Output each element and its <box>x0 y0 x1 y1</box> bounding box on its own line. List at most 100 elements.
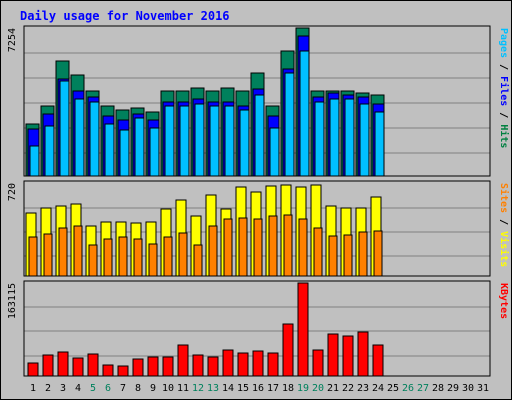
bar-sites-day-24 <box>373 230 383 277</box>
panel-1-max-label: 7254 <box>7 28 18 52</box>
bar-pages-day-2 <box>44 125 55 177</box>
bar-kbytes-day-17 <box>267 352 279 377</box>
bar-kbytes-day-3 <box>57 351 69 377</box>
bar-kbytes-day-22 <box>342 335 354 377</box>
bar-pages-day-24 <box>374 111 385 177</box>
bar-pages-day-21 <box>329 98 340 177</box>
bar-pages-day-23 <box>359 103 370 177</box>
bar-kbytes-day-9 <box>147 356 159 377</box>
bar-kbytes-day-24 <box>372 344 384 377</box>
bar-pages-day-14 <box>224 105 235 177</box>
panel-3-max-label: 163115 <box>7 283 18 319</box>
bar-kbytes-day-7 <box>117 365 129 377</box>
panel-3-legend: KBytes <box>498 283 509 319</box>
x-tick-label-12: 12 <box>192 383 204 394</box>
bar-pages-day-3 <box>59 80 70 177</box>
bar-sites-day-14 <box>223 218 233 277</box>
bar-kbytes-day-16 <box>252 350 264 377</box>
legend-item: / <box>498 106 509 124</box>
bar-pages-day-16 <box>254 94 265 177</box>
bar-sites-day-7 <box>118 236 128 277</box>
x-tick-label-28: 28 <box>432 383 444 394</box>
bar-kbytes-day-2 <box>42 354 54 377</box>
bar-kbytes-day-1 <box>27 362 39 377</box>
bar-sites-day-1 <box>28 236 38 277</box>
bar-kbytes-day-23 <box>357 331 369 377</box>
bar-sites-day-13 <box>208 225 218 277</box>
legend-item: Files <box>498 76 510 106</box>
bar-pages-day-15 <box>239 109 250 177</box>
bar-kbytes-day-13 <box>207 356 219 377</box>
bar-kbytes-day-14 <box>222 349 234 377</box>
bar-sites-day-16 <box>253 218 263 277</box>
x-tick-label-5: 5 <box>90 383 96 394</box>
bar-kbytes-day-4 <box>72 357 84 377</box>
legend-item: Hits <box>498 124 510 148</box>
bar-pages-day-4 <box>74 98 85 177</box>
x-tick-label-26: 26 <box>402 383 414 394</box>
x-tick-label-30: 30 <box>462 383 474 394</box>
legend-item: Sites <box>498 183 510 213</box>
bar-sites-day-17 <box>268 215 278 277</box>
legend-item: / <box>498 58 509 76</box>
x-tick-label-25: 25 <box>387 383 399 394</box>
bar-kbytes-day-21 <box>327 333 339 377</box>
panel-2-border <box>23 180 491 277</box>
panel-1-border <box>23 25 491 177</box>
bar-sites-day-22 <box>343 234 353 277</box>
x-tick-label-15: 15 <box>237 383 249 394</box>
x-tick-label-24: 24 <box>372 383 384 394</box>
bar-kbytes-day-15 <box>237 352 249 377</box>
bar-pages-day-22 <box>344 98 355 177</box>
bar-pages-day-20 <box>314 101 325 177</box>
bar-kbytes-day-19 <box>297 282 309 377</box>
bar-pages-day-10 <box>164 105 175 177</box>
bar-pages-day-7 <box>119 129 130 177</box>
bar-pages-day-5 <box>89 101 100 177</box>
legend-item: / <box>498 213 509 231</box>
x-tick-label-21: 21 <box>327 383 339 394</box>
bar-kbytes-day-18 <box>282 323 294 377</box>
x-tick-label-7: 7 <box>120 383 126 394</box>
bar-sites-day-4 <box>73 225 83 277</box>
bar-pages-day-1 <box>29 145 40 177</box>
bar-pages-day-9 <box>149 127 160 177</box>
bar-sites-day-9 <box>148 243 158 277</box>
x-tick-label-29: 29 <box>447 383 459 394</box>
bar-sites-day-8 <box>133 238 143 277</box>
chart-title: Daily usage for November 2016 <box>20 9 230 23</box>
bar-pages-day-17 <box>269 127 280 177</box>
panel-1-legend: Pages / Files / Hits <box>498 28 510 148</box>
bar-pages-day-6 <box>104 123 115 177</box>
bar-pages-day-11 <box>179 105 190 177</box>
bar-sites-day-10 <box>163 236 173 277</box>
bar-sites-day-20 <box>313 227 323 277</box>
x-tick-label-23: 23 <box>357 383 369 394</box>
x-tick-label-10: 10 <box>162 383 174 394</box>
bar-pages-day-13 <box>209 105 220 177</box>
bar-kbytes-day-6 <box>102 364 114 377</box>
bar-pages-day-18 <box>284 72 295 177</box>
x-tick-label-2: 2 <box>45 383 51 394</box>
bar-sites-day-21 <box>328 235 338 277</box>
bar-sites-day-23 <box>358 231 368 277</box>
x-tick-label-19: 19 <box>297 383 309 394</box>
bar-sites-day-19 <box>298 218 308 277</box>
x-tick-label-8: 8 <box>135 383 141 394</box>
x-tick-label-18: 18 <box>282 383 294 394</box>
bar-sites-day-12 <box>193 244 203 277</box>
bar-sites-day-11 <box>178 232 188 277</box>
x-tick-label-20: 20 <box>312 383 324 394</box>
x-tick-label-17: 17 <box>267 383 279 394</box>
bar-sites-day-3 <box>58 227 68 277</box>
bar-sites-day-15 <box>238 217 248 277</box>
panel-2-legend: Sites / Visits <box>498 183 510 267</box>
x-tick-label-6: 6 <box>105 383 111 394</box>
x-tick-label-27: 27 <box>417 383 429 394</box>
legend-item: Visits <box>498 231 510 267</box>
bar-pages-day-12 <box>194 103 205 177</box>
legend-item: KBytes <box>498 283 509 319</box>
panel-2-max-label: 720 <box>7 183 18 201</box>
bar-kbytes-day-5 <box>87 353 99 377</box>
